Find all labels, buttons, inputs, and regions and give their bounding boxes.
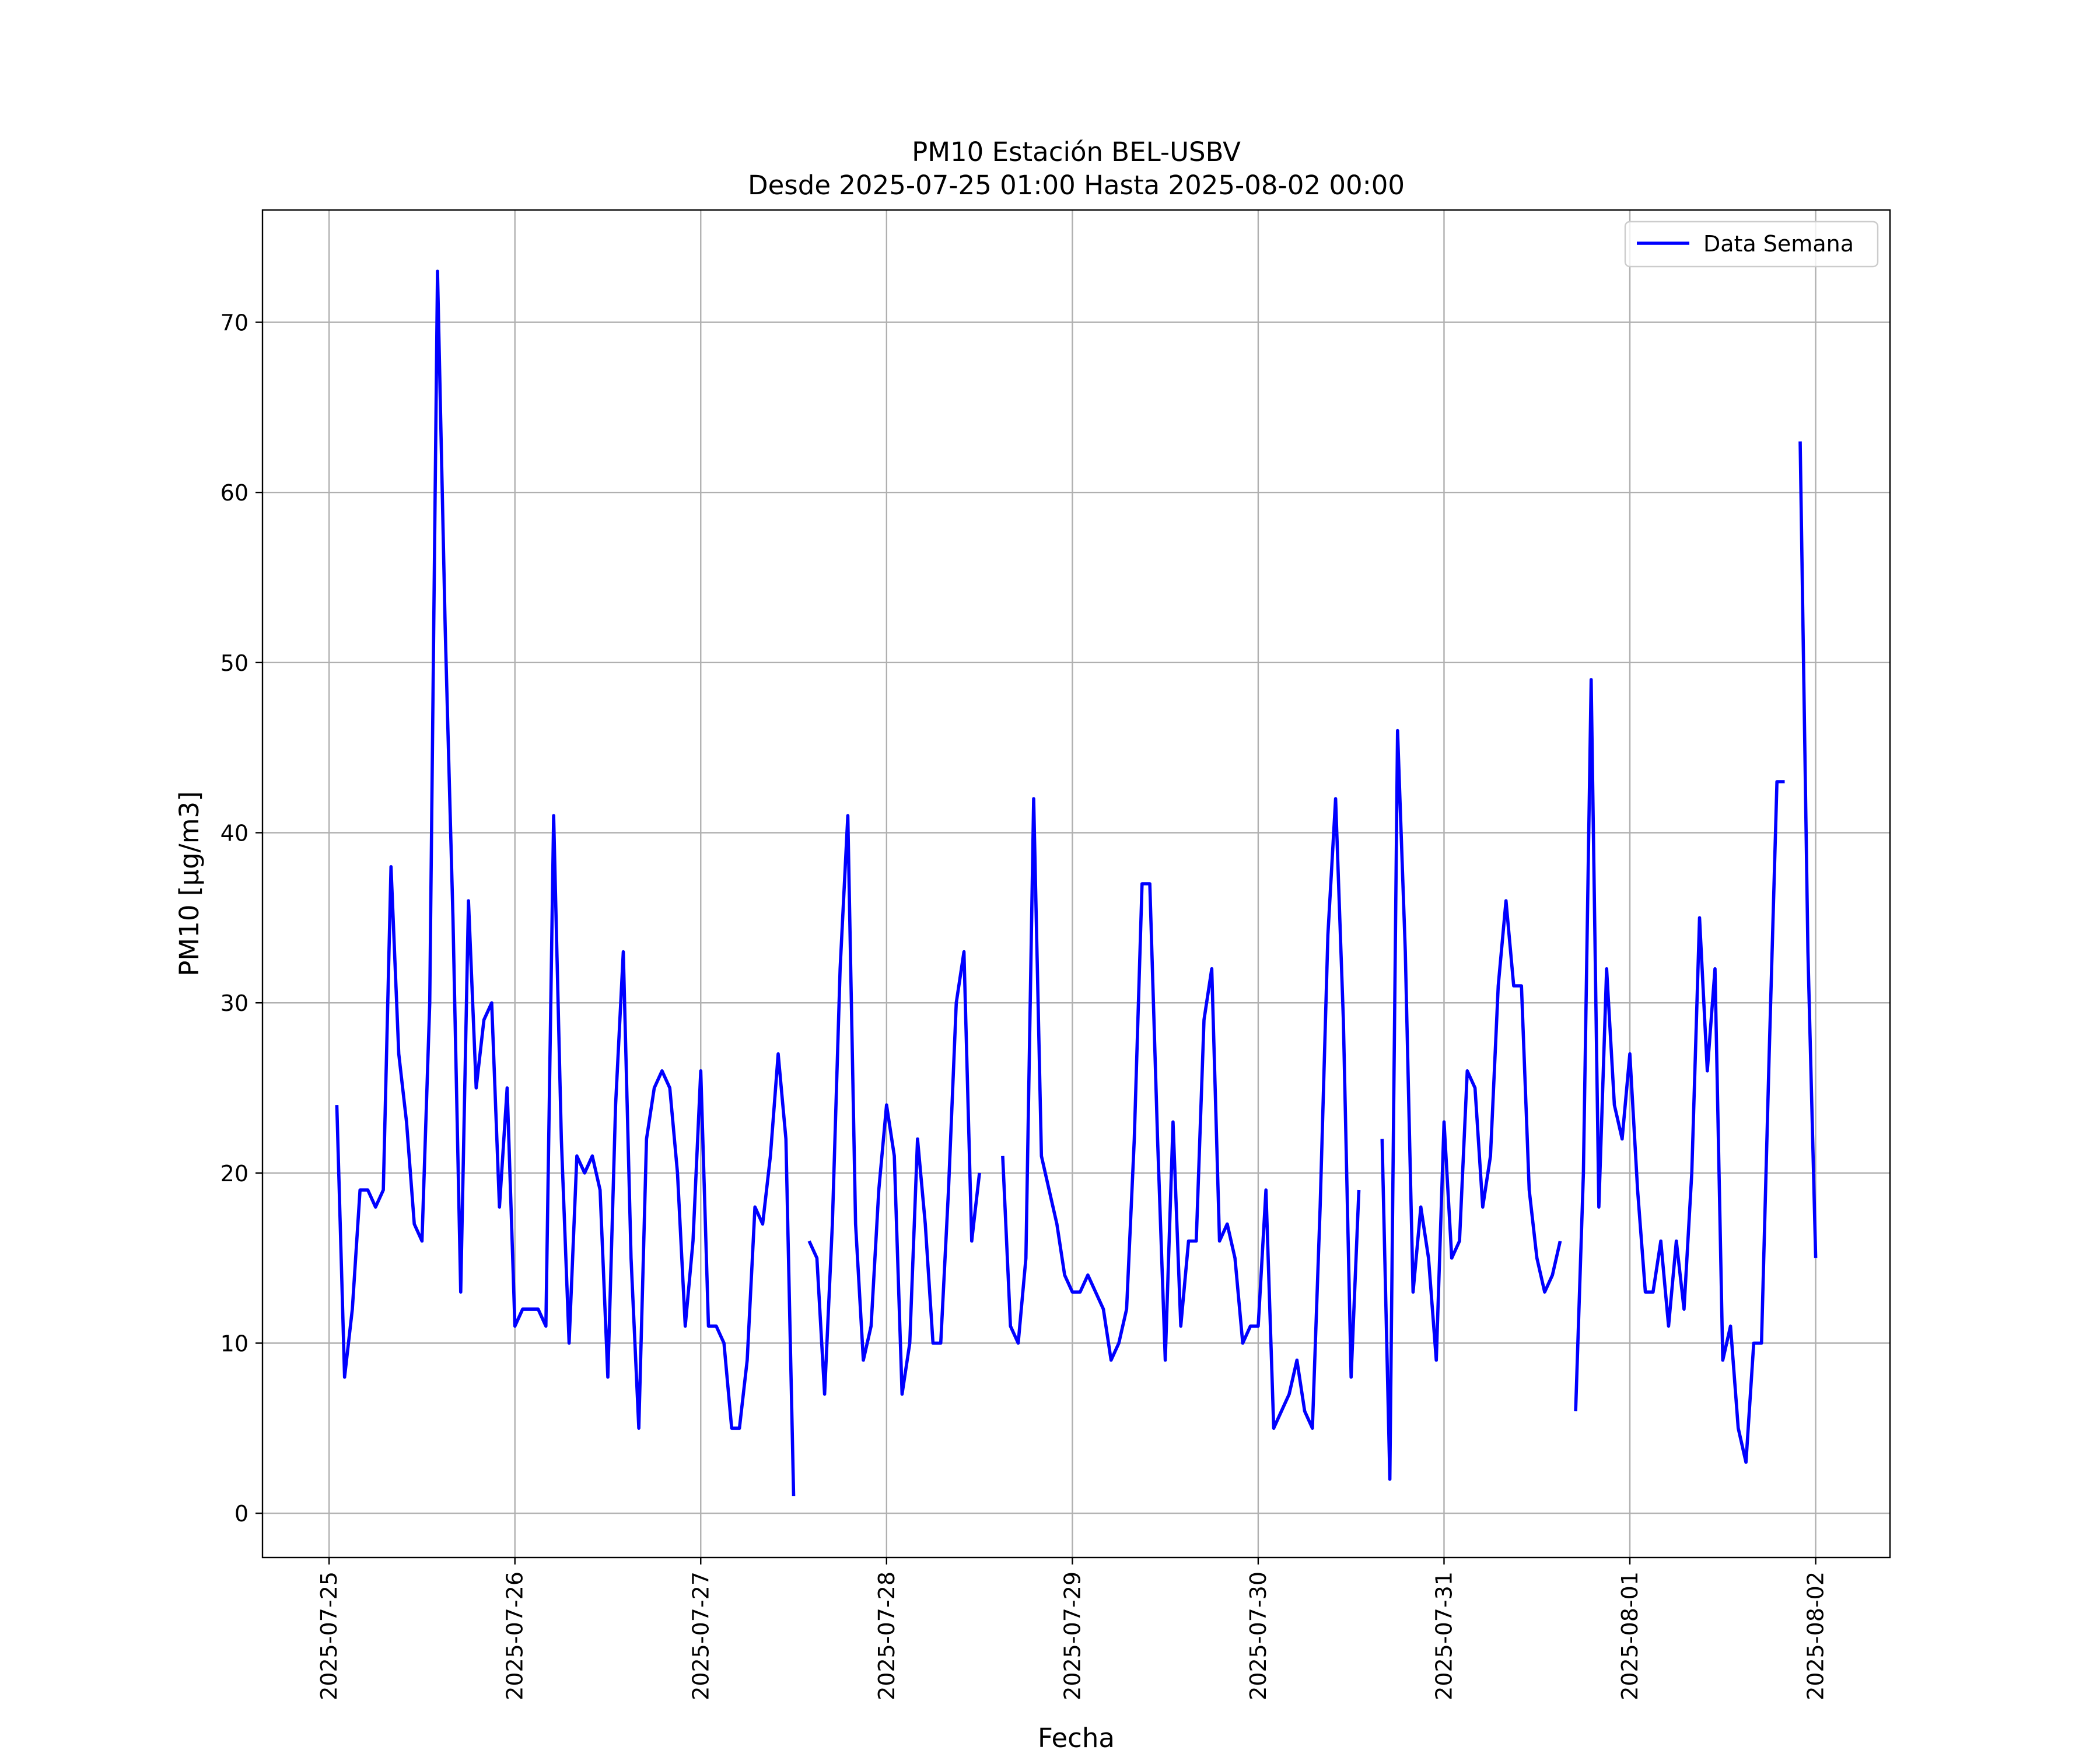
x-tick-label: 2025-08-02 xyxy=(1803,1572,1829,1700)
x-tick-label: 2025-07-31 xyxy=(1431,1572,1457,1700)
legend-box xyxy=(1624,220,1879,268)
y-tick-label: 60 xyxy=(220,480,249,506)
x-tick-label: 2025-07-30 xyxy=(1245,1572,1271,1700)
x-tick-label: 2025-08-01 xyxy=(1617,1572,1643,1700)
y-tick-label: 0 xyxy=(235,1501,249,1527)
tick-layer: 0 10 20 30 40 50 60 70 2025-07-25 2025-07-26 2025-… xyxy=(220,310,1829,1700)
x-tick-label: 2025-07-26 xyxy=(502,1572,528,1700)
y-tick-label: 70 xyxy=(220,310,249,336)
plot-frame xyxy=(261,209,1891,1559)
y-tick-label: 30 xyxy=(220,991,249,1016)
x-tick-label: 2025-07-25 xyxy=(316,1572,342,1700)
legend: Data Semana xyxy=(1624,220,1879,268)
chart-subtitle: Desde 2025-07-25 01:00 Hasta 2025-08-02 … xyxy=(748,170,1405,201)
x-tick-label: 2025-07-27 xyxy=(688,1572,713,1700)
y-axis-label: PM10 [μg/m3] xyxy=(174,791,205,976)
y-tick-label: 50 xyxy=(220,650,249,676)
series-line-data-semana xyxy=(335,270,1818,1497)
x-axis-label: Fecha xyxy=(1038,1723,1115,1750)
x-tick-label: 2025-07-29 xyxy=(1059,1572,1085,1700)
legend-label-data-semana: Data Semana xyxy=(1703,231,1854,257)
y-tick-label: 10 xyxy=(220,1331,249,1357)
y-tick-label: 20 xyxy=(220,1161,249,1186)
y-tick-label: 40 xyxy=(220,821,249,846)
grid-layer xyxy=(262,210,1890,1558)
x-tick-label: 2025-07-28 xyxy=(874,1572,900,1700)
series-layer xyxy=(335,270,1818,1497)
chart-title: PM10 Estación BEL-USBV xyxy=(912,136,1241,167)
